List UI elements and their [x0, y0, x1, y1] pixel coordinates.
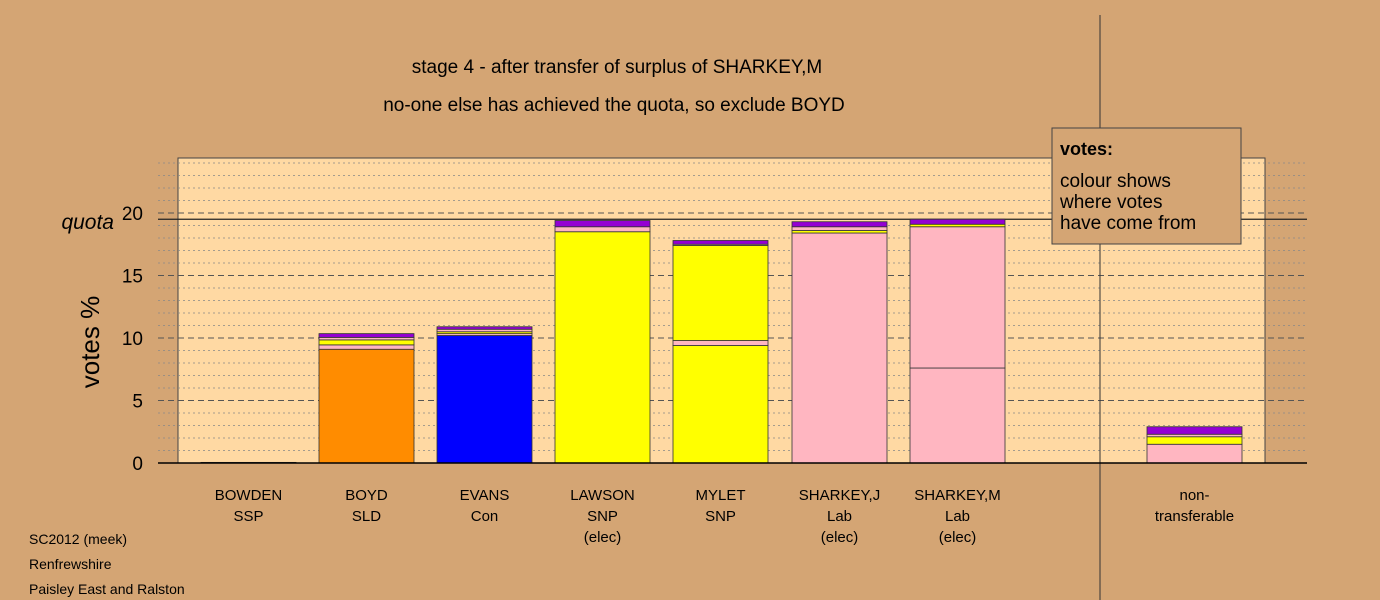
category-label-line: LAWSON: [570, 487, 634, 504]
bar-segment: [436, 326, 533, 330]
legend-frame: [1051, 127, 1242, 245]
chart-title: stage 4 - after transfer of surplus of S…: [412, 57, 822, 78]
category-label: SHARKEY,J Lab (elec): [799, 487, 880, 546]
bar-segment: [318, 348, 415, 464]
footer-line: Paisley East and Ralston: [29, 581, 185, 597]
y-tick-label: 15: [122, 267, 143, 288]
x-axis-labels: BOWDEN SSP BOYD SLD EVANS Con LAWSON SNP (elec) M…: [215, 487, 1234, 546]
bar-segment: [554, 226, 651, 233]
category-label-line: SNP: [587, 508, 618, 525]
footer: SC2012 (meek) Renfrewshire Paisley East an…: [29, 531, 185, 597]
category-label: BOYD SLD: [345, 487, 388, 525]
bar-segment: [791, 226, 888, 231]
category-label-line: SLD: [352, 508, 381, 525]
y-tick-label: 0: [132, 454, 143, 475]
bar-2: [436, 326, 533, 464]
y-tick-label: 10: [122, 329, 143, 350]
bar-7: [1146, 426, 1243, 464]
footer-line: SC2012 (meek): [29, 531, 127, 547]
bar-segment: [554, 220, 651, 228]
bar-segment: [672, 245, 769, 341]
category-label-line: SHARKEY,M: [914, 487, 1000, 504]
bar-segment: [318, 333, 415, 338]
category-label: BOWDEN SSP: [215, 487, 283, 525]
bar-1: [318, 333, 415, 464]
bar-segment: [672, 340, 769, 346]
category-label-line: (elec): [584, 529, 622, 546]
category-label-line: non-: [1179, 487, 1209, 504]
y-axis-label: votes %: [75, 296, 105, 389]
category-label-line: BOWDEN: [215, 487, 283, 504]
chart-subtitle: no-one else has achieved the quota, so e…: [383, 95, 845, 116]
category-label: EVANS Con: [460, 487, 510, 525]
bar-segment: [1146, 436, 1243, 445]
category-label-line: BOYD: [345, 487, 388, 504]
category-label-line: EVANS: [460, 487, 510, 504]
bar-segment: [672, 345, 769, 464]
legend-line: where votes: [1059, 192, 1162, 213]
category-label-line: (elec): [939, 529, 977, 546]
bar-5: [791, 221, 888, 464]
category-label: non-transferable: [1155, 487, 1234, 525]
category-label-line: Lab: [945, 508, 970, 525]
bar-6: [909, 218, 1006, 464]
bar-segment: [1146, 426, 1243, 435]
category-label: LAWSON SNP (elec): [570, 487, 634, 546]
y-tick-label: 20: [122, 204, 143, 225]
bar-segment: [318, 344, 415, 350]
category-label-line: SSP: [233, 508, 263, 525]
bar-segment: [318, 339, 415, 346]
bar-segment: [909, 226, 1006, 369]
bars: [158, 218, 1307, 464]
footer-line: Renfrewshire: [29, 556, 112, 572]
bar-3: [554, 220, 651, 464]
bar-segment: [1146, 443, 1243, 464]
bar-segment: [909, 218, 1006, 225]
bar-segment: [791, 221, 888, 228]
category-label-line: MYLET: [695, 487, 745, 504]
category-label-line: Con: [471, 508, 499, 525]
bar-4: [672, 240, 769, 464]
category-label-line: SNP: [705, 508, 736, 525]
quota-label: quota: [61, 211, 114, 234]
bar-segment: [554, 231, 651, 464]
category-label-line: Lab: [827, 508, 852, 525]
bar-segment: [672, 240, 769, 245]
category-label: SHARKEY,M Lab (elec): [914, 487, 1000, 546]
legend-line: have come from: [1060, 213, 1196, 234]
legend-title: votes:: [1060, 139, 1113, 159]
bar-segment: [791, 232, 888, 464]
legend-line: colour shows: [1060, 171, 1171, 192]
bar-segment: [909, 367, 1006, 464]
y-axis: 0 5 10 15 20: [122, 204, 143, 475]
category-label-line: SHARKEY,J: [799, 487, 880, 504]
y-tick-label: 5: [132, 392, 143, 413]
bar-segment: [436, 335, 533, 464]
category-label-line: (elec): [821, 529, 859, 546]
category-label-line: transferable: [1155, 508, 1234, 525]
category-label: MYLET SNP: [695, 487, 745, 525]
